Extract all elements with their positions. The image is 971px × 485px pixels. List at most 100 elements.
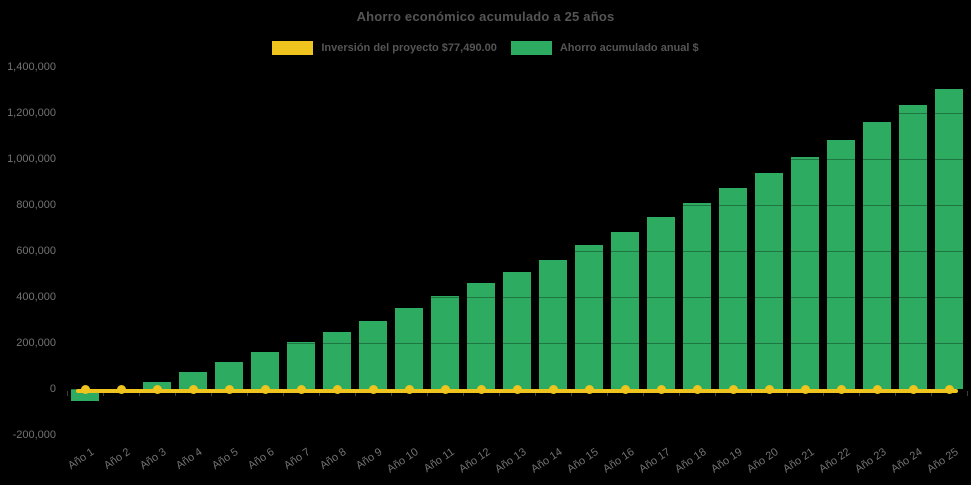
x-axis-tick: [463, 391, 464, 396]
investment-line-marker-year-6: [260, 384, 270, 394]
x-axis-tick: [211, 391, 212, 396]
x-axis-tick: [967, 391, 968, 396]
investment-line-marker-year-21: [800, 384, 810, 394]
investment-line-marker-year-13: [512, 384, 522, 394]
x-axis-tick: [643, 391, 644, 396]
bar-year-4: [179, 372, 207, 389]
y-axis-tick-label: 1,000,000: [7, 152, 56, 165]
legend-item-savings[interactable]: Ahorro acumulado anual $: [510, 41, 699, 55]
x-axis-label-year-21: Año 21: [781, 446, 817, 476]
investment-line-marker-year-15: [584, 384, 594, 394]
investment-line-marker-year-9: [368, 384, 378, 394]
gridline: [62, 251, 967, 252]
x-axis-tick: [355, 391, 356, 396]
bar-year-25: [935, 88, 963, 389]
x-axis-tick: [571, 391, 572, 396]
investment-line-marker-year-16: [620, 384, 630, 394]
y-axis-tick-label: 200,000: [16, 336, 56, 349]
x-axis-tick: [715, 391, 716, 396]
x-axis-label-year-9: Año 9: [354, 446, 385, 473]
x-axis-tick: [679, 391, 680, 396]
bar-year-6: [251, 352, 279, 389]
x-axis-label-year-3: Año 3: [138, 446, 169, 473]
bar-year-18: [683, 202, 711, 389]
y-axis-tick-label: 0: [49, 382, 56, 395]
investment-line-marker-year-14: [548, 384, 558, 394]
investment-line-marker-year-11: [440, 384, 450, 394]
x-axis-tick: [895, 391, 896, 396]
legend-item-investment[interactable]: Inversión del proyecto $77,490.00: [272, 41, 497, 55]
investment-line-marker-year-5: [224, 384, 234, 394]
investment-line-marker-year-12: [476, 384, 486, 394]
y-axis-tick-label: 1,400,000: [7, 60, 56, 73]
x-axis-label-year-17: Año 17: [637, 446, 673, 476]
investment-line-marker-year-18: [692, 384, 702, 394]
bar-year-16: [611, 232, 639, 389]
x-axis-label-year-7: Año 7: [282, 446, 313, 473]
x-axis-label-year-13: Año 13: [493, 446, 529, 476]
gridline: [62, 435, 967, 436]
bar-year-20: [755, 173, 783, 389]
x-axis-tick: [499, 391, 500, 396]
bar-year-22: [827, 139, 855, 389]
legend: Inversión del proyecto $77,490.00 Ahorro…: [0, 40, 971, 56]
legend-label-savings: Ahorro acumulado anual $: [559, 42, 699, 54]
bar-year-24: [899, 104, 927, 389]
x-axis-label-year-5: Año 5: [210, 446, 241, 473]
investment-line-marker-year-20: [764, 384, 774, 394]
x-axis-label-year-25: Año 25: [925, 446, 961, 476]
bar-year-9: [359, 320, 387, 389]
investment-line-marker-year-22: [836, 384, 846, 394]
savings-swatch-icon: [510, 41, 552, 55]
investment-line-marker-year-25: [944, 384, 954, 394]
y-axis-tick-label: 400,000: [16, 290, 56, 303]
bar-year-11: [431, 296, 459, 389]
x-axis-tick: [391, 391, 392, 396]
x-axis-tick: [787, 391, 788, 396]
x-axis-label-year-22: Año 22: [817, 446, 853, 476]
investment-line-marker-year-17: [656, 384, 666, 394]
investment-line-marker-year-7: [296, 384, 306, 394]
x-axis-label-year-12: Año 12: [457, 446, 493, 476]
bar-year-19: [719, 187, 747, 389]
gridline: [62, 67, 967, 68]
x-axis-label-year-1: Año 1: [66, 446, 97, 473]
x-axis-tick: [427, 391, 428, 396]
x-axis-tick: [859, 391, 860, 396]
investment-line-marker-year-8: [332, 384, 342, 394]
x-axis-label-year-4: Año 4: [174, 446, 205, 473]
investment-line-marker-year-2: [116, 384, 126, 394]
x-axis-tick: [103, 391, 104, 396]
chart-title: Ahorro económico acumulado a 25 años: [356, 9, 615, 24]
x-axis-tick: [247, 391, 248, 396]
investment-line-marker-year-24: [908, 384, 918, 394]
bar-year-7: [287, 342, 315, 389]
bar-year-10: [395, 308, 423, 389]
gridline: [62, 297, 967, 298]
bar-year-12: [467, 283, 495, 389]
x-axis-label-year-19: Año 19: [709, 446, 745, 476]
bar-year-15: [575, 245, 603, 389]
gridline: [62, 113, 967, 114]
gridline: [62, 343, 967, 344]
x-axis-tick: [175, 391, 176, 396]
x-axis-tick: [751, 391, 752, 396]
x-axis-tick: [319, 391, 320, 396]
y-axis-tick-label: 800,000: [16, 198, 56, 211]
x-axis-label-year-23: Año 23: [853, 446, 889, 476]
x-axis-label-year-8: Año 8: [318, 446, 349, 473]
x-axis-tick: [535, 391, 536, 396]
investment-line-marker-year-19: [728, 384, 738, 394]
investment-swatch-icon: [272, 41, 314, 55]
x-axis-label-year-10: Año 10: [385, 446, 421, 476]
x-axis-tick: [283, 391, 284, 396]
bar-year-14: [539, 259, 567, 389]
x-axis-label-year-6: Año 6: [246, 446, 277, 473]
bar-year-23: [863, 122, 891, 389]
y-axis-tick-label: 600,000: [16, 244, 56, 257]
bar-year-8: [323, 331, 351, 389]
x-axis-tick: [823, 391, 824, 396]
x-axis-tick: [139, 391, 140, 396]
y-axis-tick-label: -200,000: [12, 428, 56, 441]
